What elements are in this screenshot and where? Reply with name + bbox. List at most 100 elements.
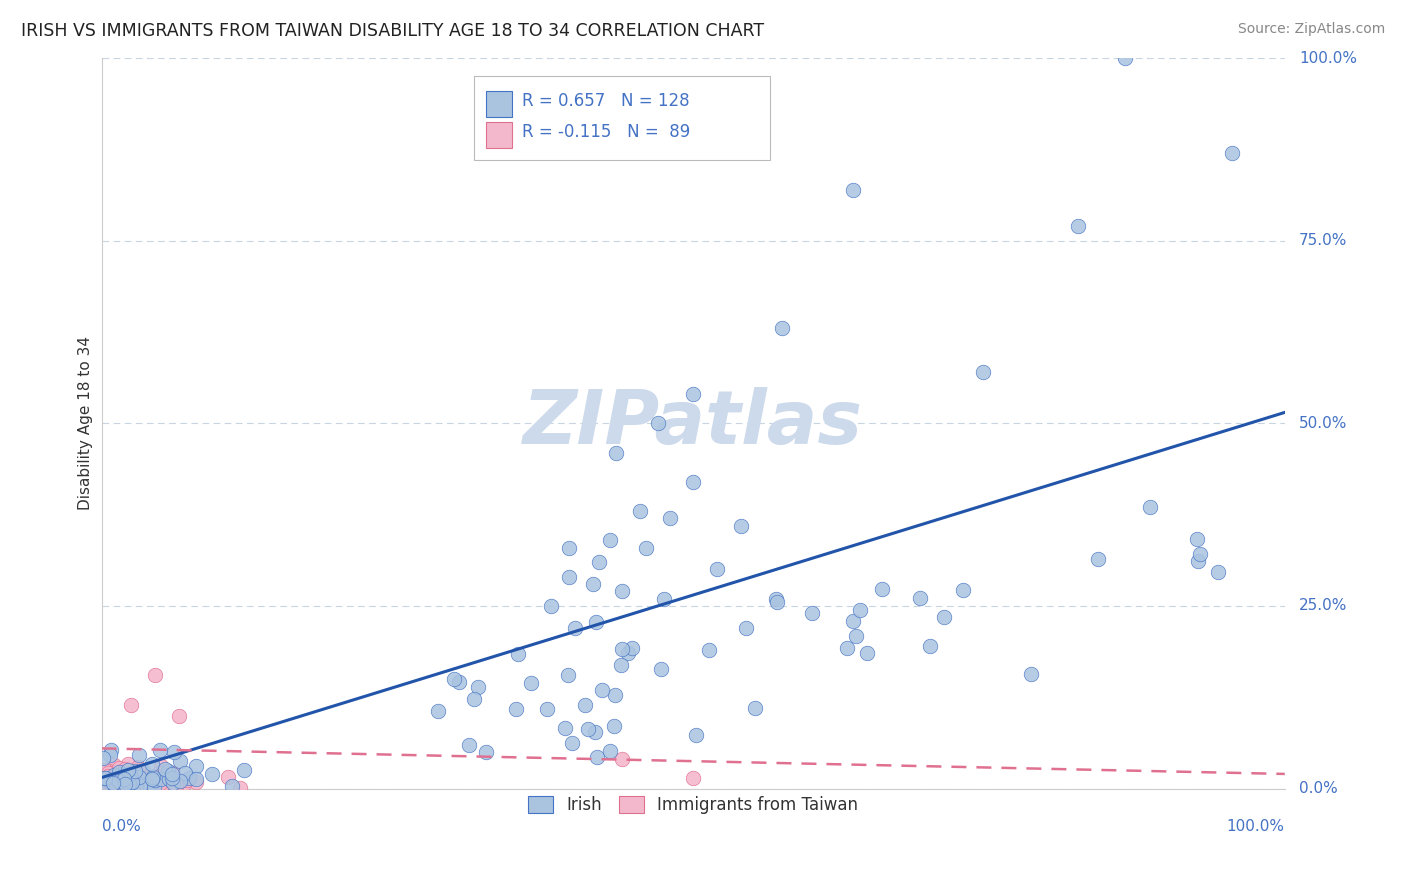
- Point: [766, 595, 789, 609]
- Point: [94, 763, 117, 777]
- Point: [141, 756, 163, 771]
- Point: [177, 771, 200, 785]
- Point: [165, 779, 187, 793]
- Point: [114, 780, 136, 794]
- Point: [90, 776, 112, 790]
- Point: [156, 777, 179, 791]
- Point: [634, 541, 657, 555]
- Point: [150, 780, 173, 794]
- Point: [1067, 219, 1090, 234]
- Point: [104, 772, 127, 786]
- Point: [591, 682, 613, 697]
- Point: [111, 767, 134, 781]
- Point: [682, 387, 704, 401]
- Point: [128, 772, 150, 786]
- Point: [101, 774, 124, 789]
- Point: [447, 674, 470, 689]
- Point: [842, 614, 865, 628]
- Point: [121, 775, 143, 789]
- Point: [128, 770, 150, 784]
- Point: [145, 778, 167, 792]
- Point: [104, 780, 127, 795]
- Point: [730, 518, 752, 533]
- Point: [159, 772, 181, 787]
- Point: [97, 780, 120, 794]
- Point: [647, 417, 669, 431]
- Point: [972, 365, 994, 379]
- Point: [107, 777, 129, 791]
- Point: [174, 766, 197, 780]
- Point: [118, 767, 141, 781]
- Point: [162, 776, 184, 790]
- Point: [145, 777, 167, 791]
- Point: [149, 776, 172, 790]
- Point: [112, 772, 135, 787]
- Point: [610, 657, 633, 672]
- Point: [574, 698, 596, 712]
- Point: [443, 672, 465, 686]
- Point: [652, 591, 675, 606]
- Point: [169, 754, 191, 768]
- Point: [98, 764, 121, 778]
- Point: [856, 646, 879, 660]
- Point: [143, 776, 166, 790]
- Point: [105, 775, 128, 789]
- Point: [157, 772, 180, 786]
- Point: [169, 773, 191, 788]
- Point: [101, 776, 124, 790]
- Point: [108, 773, 131, 788]
- Point: [508, 647, 530, 661]
- Point: [143, 770, 166, 784]
- Point: [628, 504, 651, 518]
- Point: [107, 761, 129, 775]
- Point: [173, 776, 195, 790]
- Point: [765, 591, 787, 606]
- Point: [105, 776, 128, 790]
- Point: [564, 621, 586, 635]
- Point: [540, 599, 562, 613]
- Text: 100.0%: 100.0%: [1227, 819, 1285, 834]
- Point: [139, 779, 162, 793]
- Point: [1019, 666, 1042, 681]
- Point: [105, 768, 128, 782]
- Point: [155, 762, 177, 776]
- Point: [599, 533, 621, 548]
- Point: [706, 562, 728, 576]
- Point: [467, 680, 489, 694]
- Text: R = -0.115   N =  89: R = -0.115 N = 89: [522, 123, 690, 141]
- Point: [97, 769, 120, 783]
- Point: [650, 662, 672, 676]
- Point: [97, 780, 120, 795]
- Point: [426, 704, 449, 718]
- Point: [114, 772, 136, 786]
- Point: [233, 763, 256, 777]
- Point: [952, 582, 974, 597]
- Point: [910, 591, 932, 606]
- Point: [108, 764, 131, 779]
- Point: [128, 762, 150, 776]
- Point: [142, 769, 165, 783]
- Point: [612, 752, 634, 766]
- Point: [110, 764, 132, 779]
- FancyBboxPatch shape: [486, 90, 512, 117]
- Point: [221, 779, 243, 793]
- Text: Source: ZipAtlas.com: Source: ZipAtlas.com: [1237, 22, 1385, 37]
- Point: [576, 722, 599, 736]
- Point: [842, 183, 865, 197]
- Point: [120, 698, 142, 712]
- Point: [201, 766, 224, 780]
- Point: [1220, 146, 1243, 161]
- Point: [149, 759, 172, 773]
- Point: [186, 759, 208, 773]
- FancyBboxPatch shape: [474, 77, 770, 161]
- Point: [124, 764, 146, 778]
- Point: [599, 744, 621, 758]
- Point: [186, 772, 208, 786]
- Point: [120, 775, 142, 789]
- Point: [111, 780, 134, 795]
- Point: [111, 778, 134, 792]
- Point: [112, 772, 135, 787]
- Point: [735, 621, 758, 635]
- Point: [870, 582, 893, 596]
- Point: [134, 774, 156, 789]
